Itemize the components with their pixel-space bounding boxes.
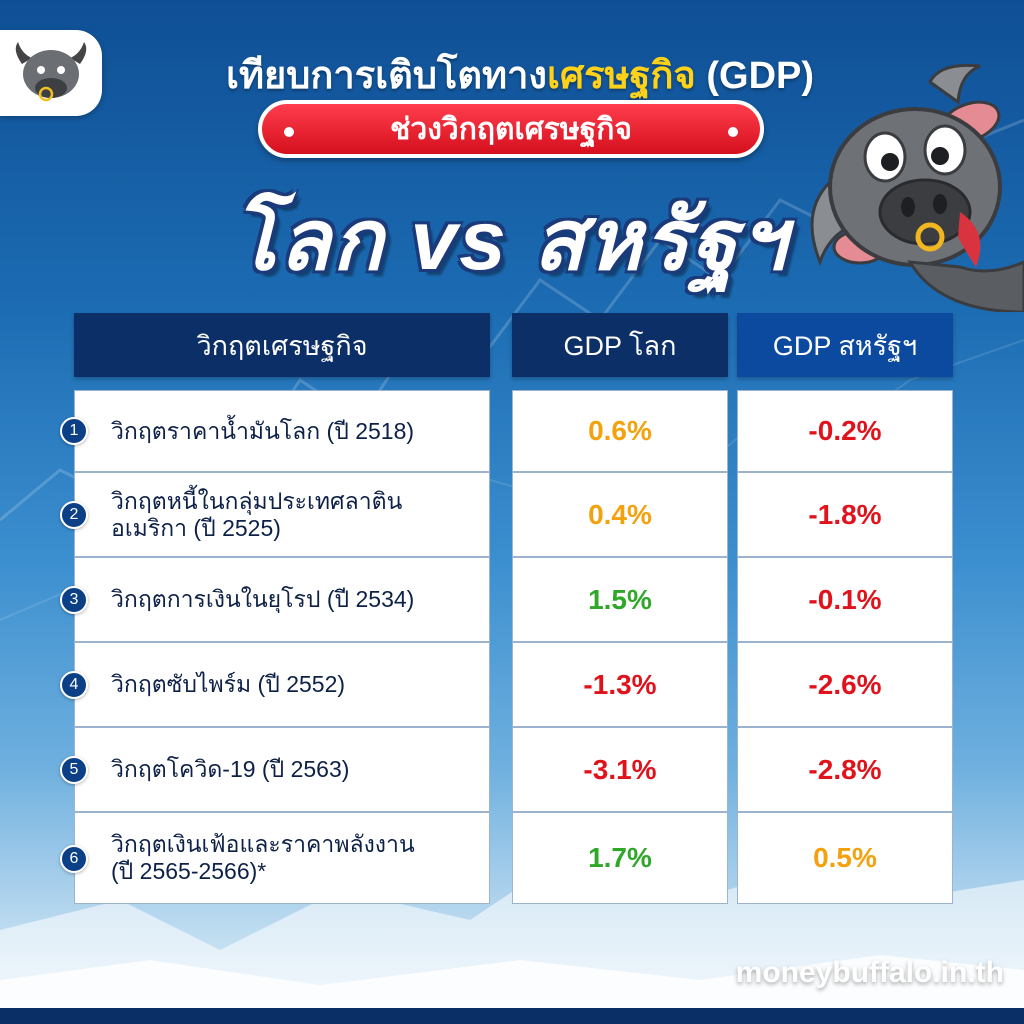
subtitle-pill: ช่วงวิกฤตเศรษฐกิจ	[258, 100, 764, 158]
row-3-world-cell: 1.5%	[512, 557, 728, 642]
row-1-name-line1: วิกฤตราคาน้ำมันโลก (ปี 2518)	[111, 417, 415, 444]
row-1-number-badge: 1	[60, 417, 88, 445]
row-5-number-badge: 5	[60, 756, 88, 784]
big-title: โลก vs สหรัฐฯ	[231, 193, 789, 287]
pill-dot-left	[284, 127, 294, 137]
row-2-world-cell: 0.4%	[512, 472, 728, 557]
table-row-6-name-cell: วิกฤตเงินเฟ้อและราคาพลังงาน (ปี 2565-2566…	[74, 812, 490, 904]
subtitle-text: ช่วงวิกฤตเศรษฐกิจ	[390, 112, 632, 146]
page-title: เทียบการเติบโตทางเศรษฐกิจ (GDP)	[120, 44, 920, 105]
row-5-us-cell: -2.8%	[737, 727, 953, 812]
row-2-name: วิกฤตหนี้ในกลุ่มประเทศลาติน อเมริกา (ปี 2…	[111, 473, 481, 556]
row-6-name-line2: (ปี 2565-2566)*	[111, 858, 267, 884]
title-highlight: เศรษฐกิจ	[546, 55, 696, 97]
table-row-3-name-cell: วิกฤตการเงินในยุโรป (ปี 2534)	[74, 557, 490, 642]
row-3-us-cell: -0.1%	[737, 557, 953, 642]
row-3-world-value: 1.5%	[588, 583, 652, 615]
row-3-name: วิกฤตการเงินในยุโรป (ปี 2534)	[111, 558, 481, 641]
row-4-us-value: -2.6%	[808, 668, 882, 700]
title-prefix: เทียบการเติบโตทาง	[225, 55, 547, 97]
row-5-world-value: -3.1%	[583, 753, 657, 785]
row-4-name-line1: วิกฤตซับไพร์ม (ปี 2552)	[111, 671, 346, 697]
row-1-us-cell: -0.2%	[737, 390, 953, 472]
row-3-number-badge: 3	[60, 586, 88, 614]
row-4-us-cell: -2.6%	[737, 642, 953, 727]
row-1-us-value: -0.2%	[808, 415, 882, 446]
table-row-4-name-cell: วิกฤตซับไพร์ม (ปี 2552)	[74, 642, 490, 727]
row-2-us-cell: -1.8%	[737, 472, 953, 557]
header-crisis: วิกฤตเศรษฐกิจ	[74, 313, 490, 377]
row-5-name: วิกฤตโควิด-19 (ปี 2563)	[111, 728, 481, 811]
row-6-name: วิกฤตเงินเฟ้อและราคาพลังงาน (ปี 2565-2566…	[111, 813, 481, 903]
row-2-us-value: -1.8%	[808, 498, 882, 530]
row-6-us-value: 0.5%	[813, 842, 877, 873]
row-4-world-cell: -1.3%	[512, 642, 728, 727]
row-6-name-line1: วิกฤตเงินเฟ้อและราคาพลังงาน	[111, 831, 415, 857]
row-6-us-cell: 0.5%	[737, 812, 953, 904]
row-5-us-value: -2.8%	[808, 753, 882, 785]
buffalo-logo	[0, 30, 102, 116]
row-1-world-value: 0.6%	[588, 415, 652, 446]
website-link[interactable]: moneybuffalo.in.th	[735, 956, 1004, 989]
buffalo-mascot-icon	[810, 63, 1024, 312]
row-1-world-cell: 0.6%	[512, 390, 728, 472]
row-3-us-value: -0.1%	[808, 583, 882, 615]
row-2-name-line2: อเมริกา (ปี 2525)	[111, 514, 281, 541]
table-row-5-name-cell: วิกฤตโควิด-19 (ปี 2563)	[74, 727, 490, 812]
row-6-world-value: 1.7%	[588, 842, 652, 873]
row-1-name: วิกฤตราคาน้ำมันโลก (ปี 2518)	[111, 391, 481, 471]
row-4-name: วิกฤตซับไพร์ม (ปี 2552)	[111, 643, 481, 726]
pill-dot-right	[728, 127, 738, 137]
row-2-world-value: 0.4%	[588, 498, 652, 530]
header-gdp-world: GDP โลก	[512, 313, 728, 377]
title-suffix: (GDP)	[695, 55, 815, 97]
row-4-world-value: -1.3%	[583, 668, 657, 700]
table-row-1-name-cell: วิกฤตราคาน้ำมันโลก (ปี 2518)	[74, 390, 490, 472]
table-row-2-name-cell: วิกฤตหนี้ในกลุ่มประเทศลาติน อเมริกา (ปี 2…	[74, 472, 490, 557]
bottom-strip	[0, 1008, 1024, 1024]
row-6-world-cell: 1.7%	[512, 812, 728, 904]
row-3-name-line1: วิกฤตการเงินในยุโรป (ปี 2534)	[111, 586, 415, 612]
row-2-name-line1: วิกฤตหนี้ในกลุ่มประเทศลาติน	[111, 487, 403, 514]
row-5-world-cell: -3.1%	[512, 727, 728, 812]
header-gdp-us: GDP สหรัฐฯ	[737, 313, 953, 377]
buffalo-logo-icon	[15, 42, 87, 102]
row-6-number-badge: 6	[60, 845, 88, 873]
row-4-number-badge: 4	[60, 671, 88, 699]
row-5-name-line1: วิกฤตโควิด-19 (ปี 2563)	[111, 756, 350, 782]
row-2-number-badge: 2	[60, 501, 88, 529]
